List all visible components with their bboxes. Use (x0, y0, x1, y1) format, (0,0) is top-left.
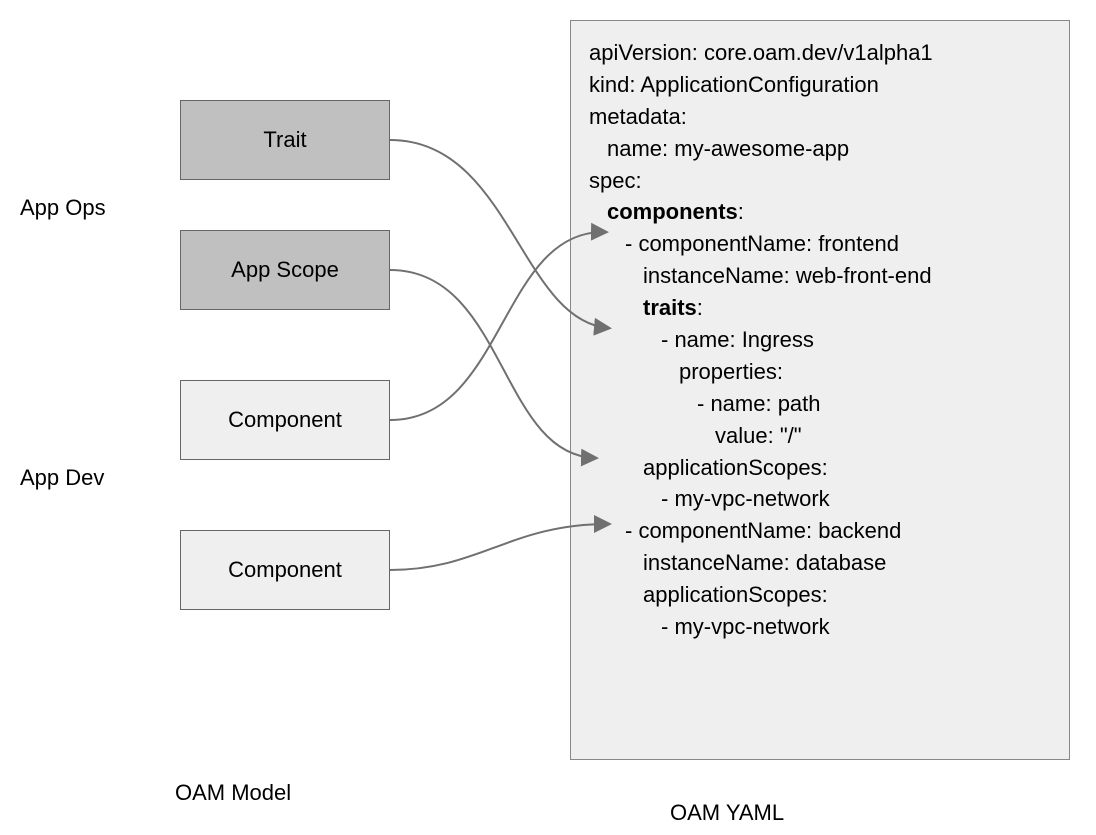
yaml-line: - componentName: frontend (589, 228, 1051, 260)
yaml-line: apiVersion: core.oam.dev/v1alpha1 (589, 37, 1051, 69)
box-app-scope: App Scope (180, 230, 390, 310)
diagram-canvas: App Ops App Dev Trait App Scope Componen… (0, 0, 1096, 835)
yaml-line: metadata: (589, 101, 1051, 133)
yaml-line: spec: (589, 165, 1051, 197)
yaml-line: kind: ApplicationConfiguration (589, 69, 1051, 101)
yaml-line: - name: path (589, 388, 1051, 420)
box-trait: Trait (180, 100, 390, 180)
yaml-line: - my-vpc-network (589, 483, 1051, 515)
yaml-line: instanceName: database (589, 547, 1051, 579)
yaml-line: name: my-awesome-app (589, 133, 1051, 165)
yaml-line: components: (589, 196, 1051, 228)
yaml-line: applicationScopes: (589, 579, 1051, 611)
yaml-line: traits: (589, 292, 1051, 324)
box-component-2-label: Component (228, 557, 342, 583)
yaml-line: - my-vpc-network (589, 611, 1051, 643)
arrow-app_scope (390, 270, 595, 458)
yaml-line: - name: Ingress (589, 324, 1051, 356)
yaml-line: value: "/" (589, 420, 1051, 452)
box-component-1: Component (180, 380, 390, 460)
label-oam-yaml: OAM YAML (670, 800, 784, 826)
yaml-line: properties: (589, 356, 1051, 388)
yaml-line: instanceName: web-front-end (589, 260, 1051, 292)
box-component-2: Component (180, 530, 390, 610)
label-oam-model: OAM Model (175, 780, 291, 806)
box-component-1-label: Component (228, 407, 342, 433)
label-app-dev: App Dev (20, 465, 104, 491)
box-trait-label: Trait (263, 127, 306, 153)
label-app-ops: App Ops (20, 195, 106, 221)
yaml-line: applicationScopes: (589, 452, 1051, 484)
box-app-scope-label: App Scope (231, 257, 339, 283)
yaml-line: - componentName: backend (589, 515, 1051, 547)
yaml-panel: apiVersion: core.oam.dev/v1alpha1kind: A… (570, 20, 1070, 760)
